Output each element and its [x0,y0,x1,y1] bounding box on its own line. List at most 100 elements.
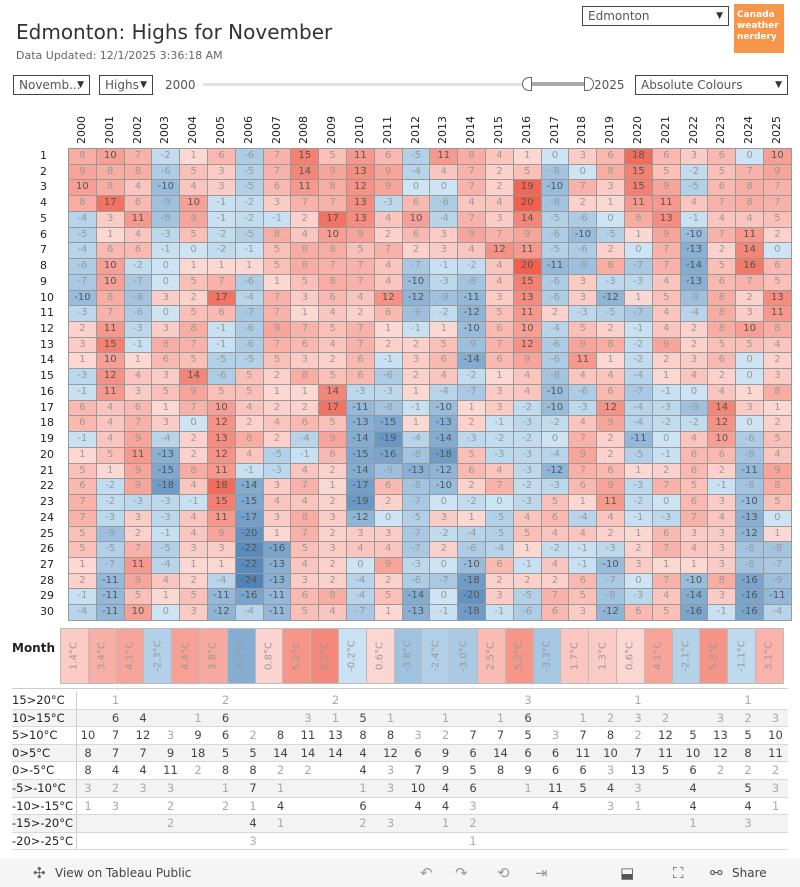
heatmap-cell[interactable]: 4 [485,273,514,291]
heatmap-cell[interactable]: 4 [318,604,347,621]
heatmap-cell[interactable]: 4 [151,572,181,590]
heatmap-cell[interactable]: 4 [179,509,208,527]
heatmap-cell[interactable]: -11 [95,604,125,621]
heatmap-cell[interactable]: -9 [457,336,486,354]
heatmap-cell[interactable]: 3 [179,541,208,558]
heatmap-cell[interactable]: 5 [179,273,208,291]
heatmap-cell[interactable]: 1 [373,321,403,338]
heatmap-cell[interactable]: 2 [373,494,403,511]
heatmap-cell[interactable]: -13 [401,604,431,621]
heatmap-cell[interactable]: 1 [651,556,681,574]
heatmap-cell[interactable]: -4 [234,604,264,621]
month-average-cell[interactable]: 1.3°C [588,628,617,684]
heatmap-cell[interactable]: 1 [179,258,208,275]
download-icon[interactable]: ⬓ [620,864,635,882]
heatmap-cell[interactable]: 6 [596,462,625,480]
heatmap-cell[interactable]: 2 [596,242,625,260]
heatmap-cell[interactable]: 9 [262,321,292,338]
heatmap-cell[interactable]: -6 [234,321,264,338]
heatmap-cell[interactable]: -3 [68,368,97,385]
heatmap-cell[interactable]: 3 [346,525,375,543]
heatmap-cell[interactable]: 6 [207,148,236,165]
heatmap-cell[interactable]: 4 [512,509,542,527]
heatmap-cell[interactable]: 6 [596,383,625,401]
heatmap-cell[interactable]: 2 [179,572,208,590]
heatmap-cell[interactable]: 2 [346,305,375,323]
heatmap-cell[interactable]: 7 [346,273,375,291]
heatmap-cell[interactable]: 5 [707,336,737,354]
heatmap-cell[interactable]: -11 [540,258,570,275]
heatmap-cell[interactable]: 4 [179,179,208,197]
heatmap-cell[interactable]: 11 [123,446,153,464]
heatmap-cell[interactable]: 4 [457,242,486,260]
heatmap-cell[interactable]: 14 [318,383,347,401]
heatmap-cell[interactable]: 15 [95,336,125,354]
heatmap-cell[interactable]: -7 [123,273,153,291]
heatmap-cell[interactable]: 3 [485,588,514,606]
heatmap-cell[interactable]: 8 [262,226,292,244]
heatmap-cell[interactable]: 6 [207,305,236,323]
heatmap-cell[interactable]: 2 [596,431,625,448]
heatmap-cell[interactable]: -4 [346,572,375,590]
heatmap-cell[interactable]: -4 [624,399,653,417]
heatmap-cell[interactable]: 3 [262,195,292,212]
heatmap-cell[interactable]: -6 [457,541,486,558]
heatmap-cell[interactable]: 5 [707,163,737,181]
heatmap-cell[interactable]: -16 [735,572,764,590]
heatmap-cell[interactable]: 1 [123,352,153,370]
heatmap-cell[interactable]: 4 [457,195,486,212]
heatmap-cell[interactable]: 7 [651,258,681,275]
colour-mode-dropdown[interactable]: Absolute Colours ▼ [635,75,788,95]
slider-handle-start[interactable] [522,77,532,91]
heatmap-cell[interactable]: -5 [540,242,570,260]
heatmap-cell[interactable]: 2 [707,242,737,260]
heatmap-cell[interactable]: 9 [179,383,208,401]
heatmap-cell[interactable]: -24 [234,572,264,590]
heatmap-cell[interactable]: 2 [596,321,625,338]
heatmap-cell[interactable]: -13 [429,415,459,433]
heatmap-cell[interactable]: -3 [401,556,431,574]
heatmap-cell[interactable]: -10 [457,556,486,574]
heatmap-cell[interactable]: -8 [763,541,792,558]
heatmap-cell[interactable]: -4 [540,321,570,338]
heatmap-cell[interactable]: -2 [123,258,153,275]
heatmap-cell[interactable]: 8 [95,179,125,197]
heatmap-cell[interactable]: 2 [401,242,431,260]
heatmap-cell[interactable]: 5 [179,305,208,323]
month-average-cell[interactable]: 0.6°C [616,628,645,684]
heatmap-cell[interactable]: 6 [679,494,709,511]
heatmap-cell[interactable]: -4 [679,305,709,323]
heatmap-cell[interactable]: 7 [651,242,681,260]
heatmap-cell[interactable]: 5 [68,462,97,480]
heatmap-cell[interactable]: 15 [207,494,236,511]
heatmap-cell[interactable]: 7 [707,195,737,212]
heatmap-cell[interactable]: -4 [207,572,236,590]
heatmap-cell[interactable]: 11 [512,242,542,260]
heatmap-cell[interactable]: -5 [512,588,542,606]
heatmap-cell[interactable]: -10 [429,399,459,417]
heatmap-cell[interactable]: -1 [624,509,653,527]
heatmap-cell[interactable]: 8 [707,289,737,307]
heatmap-cell[interactable]: -5 [234,226,264,244]
heatmap-cell[interactable]: 0 [763,242,792,260]
heatmap-cell[interactable]: 6 [123,399,153,417]
heatmap-cell[interactable]: -1 [401,399,431,417]
heatmap-cell[interactable]: -3 [151,494,181,511]
heatmap-cell[interactable]: -7 [401,525,431,543]
heatmap-cell[interactable]: 4 [651,321,681,338]
heatmap-cell[interactable]: 2 [596,525,625,543]
month-average-cell[interactable]: 2.5°C [477,628,506,684]
heatmap-cell[interactable]: 9 [651,336,681,354]
heatmap-cell[interactable]: 3 [290,352,320,370]
heatmap-cell[interactable]: -4 [429,383,459,401]
heatmap-cell[interactable]: -11 [457,289,486,307]
heatmap-cell[interactable]: 7 [262,305,292,323]
heatmap-cell[interactable]: -4 [234,289,264,307]
heatmap-cell[interactable]: -6 [373,368,403,385]
heatmap-cell[interactable]: 4 [290,556,320,574]
heatmap-cell[interactable]: -6 [68,258,97,275]
heatmap-cell[interactable]: -2 [624,352,653,370]
heatmap-cell[interactable]: -12 [735,525,764,543]
heatmap-cell[interactable]: 1 [624,525,653,543]
heatmap-cell[interactable]: -4 [485,541,514,558]
